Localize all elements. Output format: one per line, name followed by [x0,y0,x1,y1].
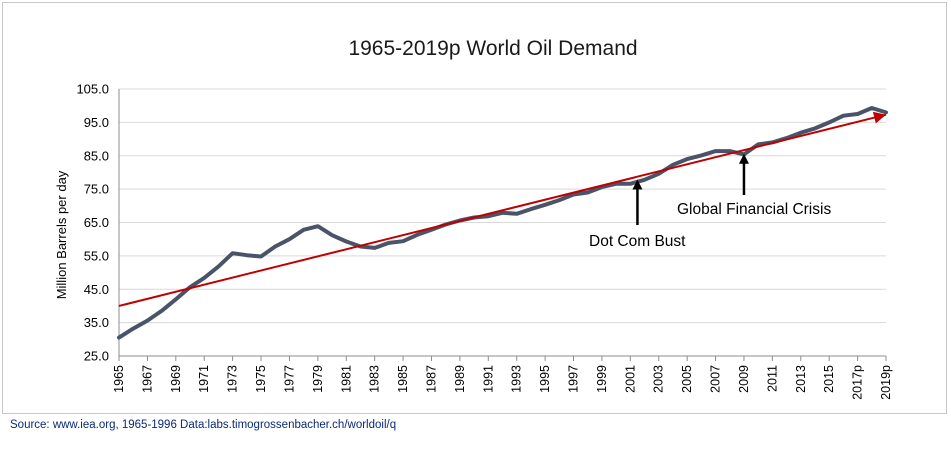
x-tick-label: 1967 [140,365,154,393]
y-tick-labels: 105.0 95.0 85.0 75.0 65.0 55.0 45.0 35.0 25.0 [76,82,109,364]
x-tick-label: 1995 [538,365,552,393]
x-tick-label: 1985 [396,365,410,393]
trendline [118,113,887,307]
oil-demand-chart: 1965-2019p World Oil Demand Million Barr… [54,37,893,400]
x-tick-label: 1999 [595,365,609,393]
x-tick-label: 1971 [197,365,211,393]
annotation-label: Global Financial Crisis [677,201,831,218]
trendline-layer [118,111,887,307]
chart-frame: 1965-2019p World Oil Demand Million Barr… [2,2,947,414]
y-tick-label: 65.0 [84,215,109,230]
y-tick-label: 75.0 [84,182,109,197]
x-tick-label: 1977 [282,365,296,393]
x-tick-label: 1981 [339,365,353,393]
source-note: Source: www.iea.org, 1965-1996 Data:labs… [10,419,397,431]
x-tick-label: 1983 [368,365,382,393]
x-tick-label: 1979 [311,365,325,393]
y-tick-label: 55.0 [84,248,109,263]
y-tick-label: 95.0 [84,115,109,130]
x-tick-label: 1969 [169,365,183,393]
x-tick-label: 2015 [822,365,836,393]
annotation-arrow-head [738,153,749,164]
x-tick-label: 2011 [765,365,779,392]
y-tick-label: 25.0 [84,349,109,364]
x-tick-label: 1965 [112,365,126,393]
annotation-label: Dot Com Bust [589,233,686,250]
y-tick-label: 85.0 [84,148,109,163]
x-tick-label: 1993 [510,365,524,393]
x-tick-label: 1991 [481,365,495,393]
trendline-arrowhead [872,111,886,124]
x-tick-label: 2009 [737,365,751,393]
grid-layer [118,88,886,357]
x-tick-label: 2003 [652,365,666,393]
annotation-arrow-head [632,179,643,190]
x-tick-label: 2013 [794,365,808,393]
annotations-layer: Dot Com Bust Global Financial Crisis [589,153,831,250]
x-tick-label: 1973 [226,365,240,393]
y-tick-label: 35.0 [84,315,109,330]
x-tick-label: 1987 [424,365,438,393]
y-axis-label: Million Barrels per day [54,170,69,299]
x-tick-label: 1989 [453,365,467,393]
chart-title: 1965-2019p World Oil Demand [348,37,637,60]
x-tick-label: 2001 [623,365,637,393]
x-tick-label: 1997 [567,365,581,393]
x-tick-label: 2017p [851,365,865,400]
x-tick-labels: 1965 1967 1969 1971 1973 1975 1977 1979 1981 1983… [112,356,893,400]
x-tick-label: 2007 [709,365,723,393]
y-tick-label: 45.0 [84,282,109,297]
x-tick-label: 2019p [879,365,893,400]
series-layer [117,106,888,340]
demand-series-line [117,106,888,340]
x-tick-label: 1975 [254,365,268,393]
x-tick-label: 2005 [680,365,694,393]
y-tick-label: 105.0 [76,82,109,97]
